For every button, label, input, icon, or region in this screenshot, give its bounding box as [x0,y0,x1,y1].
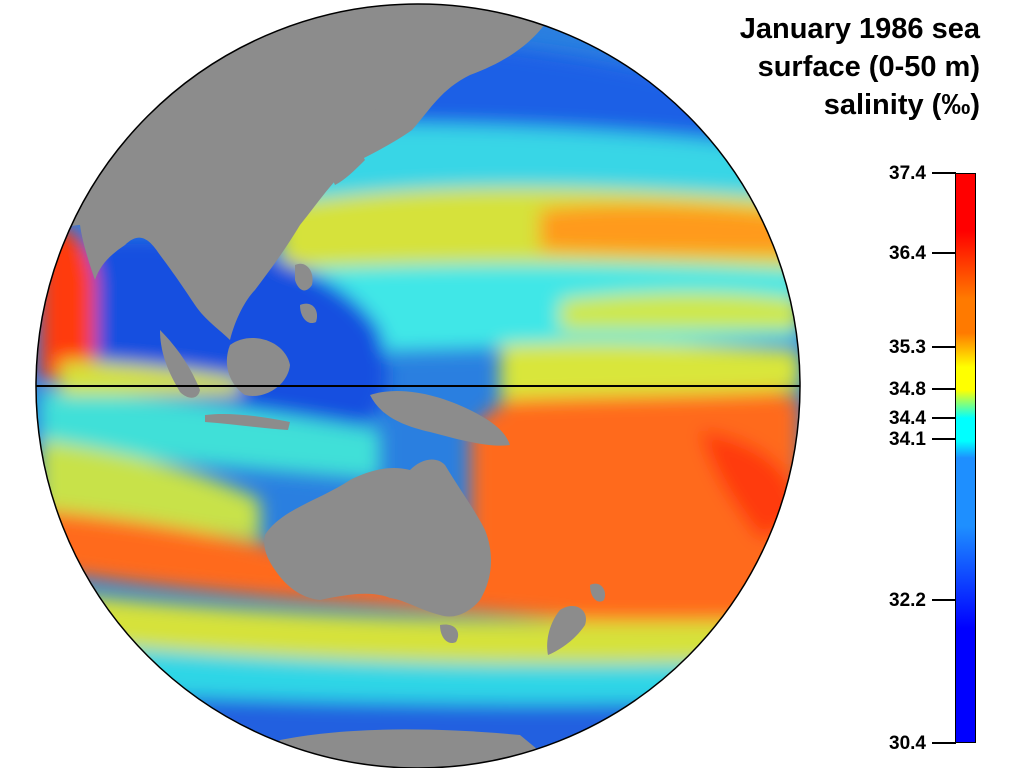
title-line-3: salinity (‰) [823,89,980,121]
colorbar-tick-34-4 [932,417,956,419]
colorbar-label-32-2: 32.2 [889,590,926,611]
colorbar-label-34-4: 34.4 [889,408,926,429]
colorbar-label-35-3: 35.3 [889,337,926,358]
colorbar-label-36-4: 36.4 [889,243,926,264]
colorbar-tick-34-8 [932,388,956,390]
colorbar-label-37-4: 37.4 [889,163,926,184]
colorbar-tick-30-4 [932,742,956,744]
colorbar-label-34-1: 34.1 [889,429,926,450]
colorbar-label-34-8: 34.8 [889,379,926,400]
colorbar-tick-35-3 [932,346,956,348]
salinity-colorbar [955,173,976,743]
colorbar-tick-36-4 [932,252,956,254]
title-line-2: surface (0-50 m) [757,51,980,83]
colorbar-tick-32-2 [932,599,956,601]
map-title: January 1986 sea surface (0-50 m) salini… [660,10,980,124]
colorbar-tick-34-1 [932,438,956,440]
title-line-1: January 1986 sea [739,13,980,45]
colorbar-label-30-4: 30.4 [889,733,926,754]
globe-outline [35,3,801,768]
colorbar-tick-37-4 [932,172,956,174]
